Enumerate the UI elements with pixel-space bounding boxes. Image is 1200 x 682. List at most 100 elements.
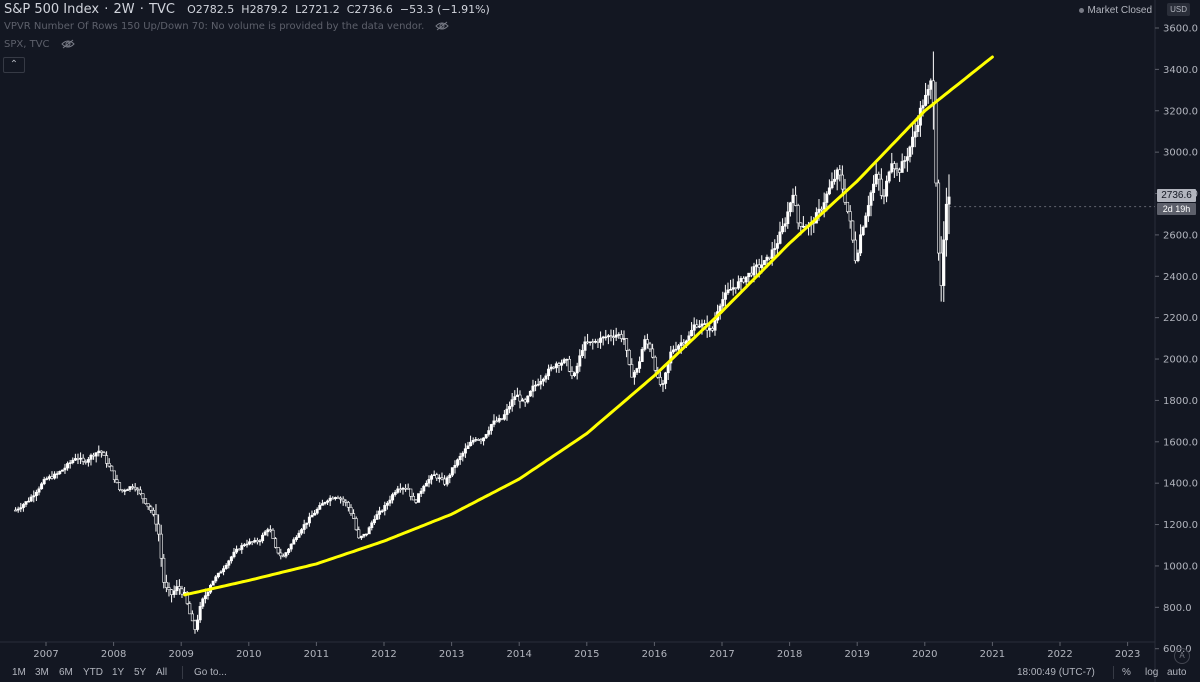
candle-body bbox=[164, 582, 168, 588]
candle-body bbox=[622, 338, 626, 340]
interval-label[interactable]: 2W bbox=[113, 2, 135, 17]
goto-date-button[interactable]: Go to... bbox=[194, 667, 227, 678]
range-3m-button[interactable]: 3M bbox=[35, 667, 49, 678]
range-6m-button[interactable]: 6M bbox=[59, 667, 73, 678]
candle-body bbox=[339, 497, 343, 500]
candle-body bbox=[133, 487, 137, 490]
x-tick-label: 2023 bbox=[1115, 649, 1140, 660]
candle-body bbox=[903, 160, 907, 162]
candle-body bbox=[549, 366, 553, 370]
candle-body bbox=[326, 500, 330, 503]
candle-body bbox=[778, 231, 782, 244]
candle-body bbox=[313, 512, 317, 516]
candle-body bbox=[24, 501, 28, 505]
candle-body bbox=[294, 537, 298, 540]
candle-body bbox=[773, 248, 777, 251]
symbol-name[interactable]: S&P 500 Index bbox=[4, 2, 100, 17]
candle-body bbox=[214, 576, 218, 582]
candle-body bbox=[193, 620, 197, 630]
candle-body bbox=[614, 334, 618, 338]
candle-body bbox=[55, 473, 59, 475]
percent-scale-button[interactable]: % bbox=[1122, 667, 1131, 678]
candle-body bbox=[159, 533, 163, 559]
x-tick-label: 2020 bbox=[912, 649, 937, 660]
candle-body bbox=[388, 499, 392, 504]
candle-body bbox=[645, 339, 649, 345]
x-tick-label: 2016 bbox=[642, 649, 667, 660]
close-value: 2736.6 bbox=[354, 3, 393, 16]
candle-body bbox=[456, 459, 460, 466]
candle-body bbox=[838, 169, 842, 176]
auto-scale-button[interactable]: A bbox=[1174, 648, 1190, 664]
collapse-legend-button[interactable]: ⌃ bbox=[3, 57, 25, 73]
x-tick-label: 2014 bbox=[506, 649, 531, 660]
candle-body bbox=[245, 543, 249, 546]
candle-body bbox=[417, 493, 421, 503]
candle-body bbox=[128, 486, 132, 490]
y-tick-label: 2200.0 bbox=[1163, 313, 1198, 324]
candle-body bbox=[729, 289, 733, 291]
candle-body bbox=[406, 487, 410, 490]
candle-body bbox=[42, 479, 46, 485]
candle-body bbox=[268, 529, 272, 531]
eye-hidden-icon[interactable] bbox=[435, 21, 450, 31]
candle-body bbox=[573, 372, 577, 377]
candle-body bbox=[664, 372, 668, 384]
candle-body bbox=[612, 336, 616, 338]
candle-body bbox=[674, 348, 678, 351]
candle-body bbox=[391, 494, 395, 501]
candle-body bbox=[63, 467, 67, 471]
x-tick-label: 2021 bbox=[980, 649, 1005, 660]
candle-body bbox=[469, 441, 473, 447]
candle-body bbox=[206, 591, 210, 596]
candle-body bbox=[354, 518, 358, 531]
candle-body bbox=[424, 482, 428, 487]
candle-body bbox=[81, 457, 85, 462]
range-5y-button[interactable]: 5Y bbox=[134, 667, 147, 678]
y-tick-label: 2600.0 bbox=[1163, 230, 1198, 241]
candle-body bbox=[385, 502, 389, 506]
auto-scale-toggle[interactable]: auto bbox=[1167, 667, 1187, 678]
candle-body bbox=[352, 513, 356, 519]
market-status-text: Market Closed bbox=[1087, 5, 1152, 16]
candle-body bbox=[102, 452, 106, 456]
candle-body bbox=[775, 243, 779, 249]
candle-body bbox=[437, 477, 441, 480]
candle-body bbox=[531, 385, 535, 392]
candle-body bbox=[157, 523, 161, 535]
log-scale-button[interactable]: log bbox=[1145, 667, 1159, 678]
candle-body bbox=[879, 178, 883, 196]
candle-body bbox=[123, 490, 127, 492]
candle-body bbox=[770, 249, 774, 259]
candle-body bbox=[92, 454, 96, 457]
candle-body bbox=[53, 473, 57, 479]
candle-body bbox=[227, 560, 231, 566]
candle-body bbox=[19, 507, 23, 510]
candle-body bbox=[435, 474, 439, 479]
range-ytd-button[interactable]: YTD bbox=[83, 667, 103, 678]
candle-body bbox=[281, 555, 285, 558]
currency-badge[interactable]: USD bbox=[1167, 3, 1190, 16]
range-all-button[interactable]: All bbox=[156, 667, 168, 678]
candle-body bbox=[627, 349, 631, 365]
candle-body bbox=[575, 365, 579, 374]
candle-body bbox=[29, 496, 33, 502]
candle-body bbox=[596, 340, 600, 343]
candle-body bbox=[638, 361, 642, 369]
candle-body bbox=[484, 434, 488, 439]
vpvr-indicator-legend[interactable]: VPVR Number Of Rows 150 Up/Down 70: No v… bbox=[4, 21, 450, 32]
candle-body bbox=[890, 163, 894, 173]
eye-hidden-icon[interactable] bbox=[61, 39, 75, 49]
candle-body bbox=[580, 350, 584, 357]
candle-body bbox=[328, 497, 332, 502]
compare-symbol-legend[interactable]: SPX, TVC bbox=[4, 39, 75, 50]
range-1m-button[interactable]: 1M bbox=[12, 667, 26, 678]
candle-body bbox=[372, 519, 376, 524]
candle-body bbox=[336, 497, 340, 499]
candle-body bbox=[107, 463, 111, 467]
timezone-clock[interactable]: 18:00:49 (UTC-7) bbox=[1017, 667, 1095, 678]
candle-body bbox=[747, 272, 751, 278]
candle-body bbox=[583, 341, 587, 351]
range-1y-button[interactable]: 1Y bbox=[112, 667, 125, 678]
